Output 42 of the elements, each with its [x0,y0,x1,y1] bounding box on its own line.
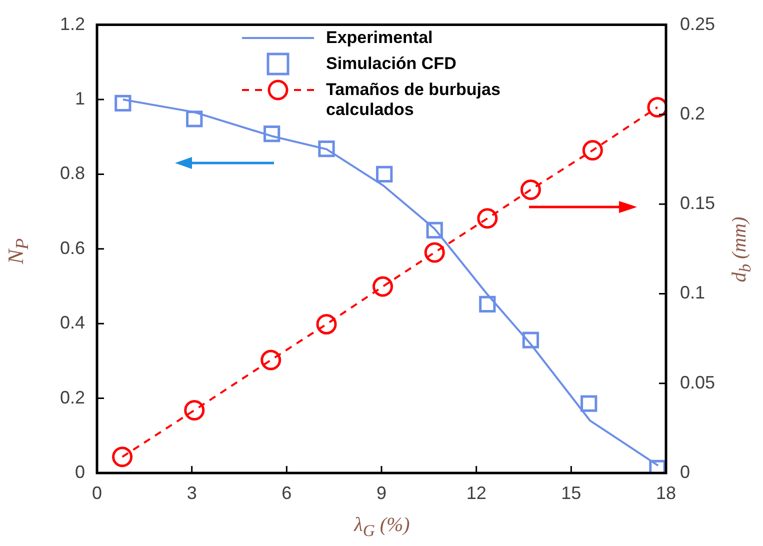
y-tick-label: 0.4 [60,312,85,333]
x-tick-label: 0 [92,482,102,503]
point [479,296,496,312]
y2-tick-label: 0.05 [680,372,716,392]
point [520,179,541,200]
x-axis-title: λ$_{G}$ (%) [352,514,411,541]
x-tick-label: 6 [282,482,292,503]
x-tick-label: 9 [376,482,387,503]
y-tick-label: 0.6 [60,238,85,258]
x-tick-label: 15 [561,482,582,503]
point [426,222,443,239]
point [582,140,603,161]
point [112,446,133,468]
y-tick-label: 0.2 [60,387,85,408]
point [477,208,498,229]
x-tick-label: 3 [186,482,197,503]
x-tick-label: 12 [466,482,486,503]
x-tick-label: 18 [656,482,676,503]
y-tick-label: 0 [74,462,85,482]
y2-tick-label: 0.1 [680,282,706,303]
y2-tick-label: 0.15 [680,193,716,214]
y2-tick-label: 0.25 [680,14,716,34]
point [522,332,540,348]
point [372,276,394,297]
y-tick-label: 0.8 [60,163,85,184]
point [424,242,445,263]
point [580,395,598,412]
point [186,110,203,128]
y2-tick-label: 0.2 [680,103,706,124]
point [318,140,335,158]
y2-tick-label: 0 [680,462,690,482]
point [316,314,337,334]
point [114,94,132,112]
legend-label: Simulación CFD [326,53,458,74]
y-tick-label: 1 [74,88,85,108]
point [263,126,280,142]
y-tick-label: 1.2 [60,14,85,34]
point [184,400,205,420]
point [376,166,393,183]
legend-label: Experimental [326,27,434,48]
point [260,350,282,370]
legend-label: Tamaños de burbujas calculados [326,79,502,120]
